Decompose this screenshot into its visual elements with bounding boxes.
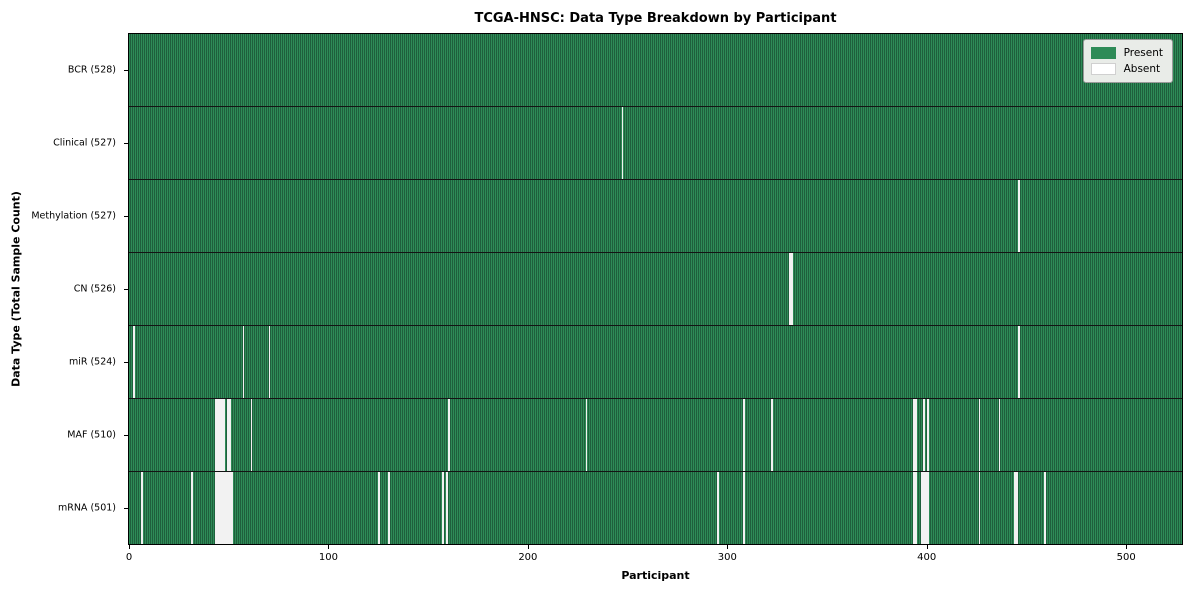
absent-stripe	[978, 399, 981, 471]
heatmap-row-clinical	[129, 107, 1182, 180]
absent-stripe	[140, 472, 143, 544]
y-tick-mark	[124, 289, 128, 290]
absent-stripe	[228, 472, 231, 544]
x-tick-label: 400	[917, 552, 937, 563]
absent-stripe	[922, 472, 925, 544]
legend-present-label: Present	[1123, 47, 1163, 59]
legend: Present Absent	[1082, 39, 1173, 83]
absent-stripe	[922, 399, 925, 471]
absent-stripe	[743, 472, 746, 544]
absent-stripe	[926, 472, 929, 544]
absent-stripe	[743, 399, 746, 471]
y-tick-mark	[124, 216, 128, 218]
x-tick-label: 300	[717, 552, 737, 563]
x-tick-mark	[328, 545, 330, 549]
x-tick-mark	[727, 545, 729, 549]
legend-item-present: Present	[1090, 45, 1163, 61]
absent-swatch-icon	[1090, 63, 1116, 75]
absent-stripe	[222, 472, 225, 544]
absent-stripe	[220, 399, 223, 471]
absent-stripe	[791, 253, 793, 325]
absent-stripe	[442, 472, 444, 544]
absent-stripe	[924, 472, 927, 544]
x-tick-mark	[1126, 545, 1128, 549]
heatmap-row-mir	[129, 326, 1182, 399]
absent-stripe	[998, 399, 1001, 471]
absent-stripe	[446, 472, 448, 544]
absent-stripe	[226, 399, 229, 471]
absent-stripe	[717, 472, 720, 544]
absent-stripe	[132, 326, 135, 398]
absent-stripe	[378, 472, 381, 544]
absent-stripe	[585, 399, 588, 471]
absent-stripe	[220, 472, 223, 544]
absent-stripe	[771, 399, 773, 471]
absent-stripe	[230, 472, 233, 544]
legend-item-absent: Absent	[1090, 61, 1163, 77]
absent-stripe	[250, 399, 253, 471]
absent-stripe	[978, 472, 981, 544]
y-axis-labels: BCR (528) Clinical (527) Methylation (527)…	[0, 33, 128, 545]
absent-stripe	[1018, 180, 1021, 252]
legend-absent-label: Absent	[1123, 63, 1161, 75]
absent-stripe	[926, 399, 929, 471]
absent-stripe	[226, 472, 229, 544]
heatmap-row-bcr	[129, 34, 1182, 107]
x-tick-mark	[926, 545, 928, 549]
absent-stripe	[912, 399, 915, 471]
absent-stripe	[1018, 326, 1021, 398]
heatmap-row-cn	[129, 253, 1182, 326]
absent-stripe	[216, 399, 219, 471]
x-tick-mark	[129, 545, 130, 549]
y-tick-label: BCR (528)	[67, 64, 116, 76]
absent-stripe	[224, 472, 227, 544]
chart-title: TCGA-HNSC: Data Type Breakdown by Partic…	[474, 11, 837, 26]
y-tick-label: mRNA (501)	[57, 502, 116, 514]
present-swatch-icon	[1090, 47, 1116, 59]
x-tick-label: 200	[518, 552, 538, 563]
y-tick-mark	[124, 507, 128, 509]
y-tick-mark	[124, 434, 128, 436]
y-tick-mark	[124, 143, 128, 145]
x-tick-label: 0	[125, 552, 133, 563]
absent-stripe	[621, 107, 624, 179]
absent-stripe	[242, 326, 245, 398]
heatmap-row-maf	[129, 399, 1182, 472]
x-tick-mark	[527, 545, 529, 549]
y-tick-label: Methylation (527)	[31, 210, 116, 222]
heatmap-row-methylation	[129, 180, 1182, 253]
absent-stripe	[448, 399, 450, 471]
x-tick-label: 500	[1116, 552, 1136, 563]
absent-stripe	[214, 472, 217, 544]
plot-area	[128, 33, 1183, 545]
x-axis-title: Participant	[621, 569, 690, 582]
absent-stripe	[914, 399, 917, 471]
absent-stripe	[789, 253, 791, 325]
absent-stripe	[912, 472, 915, 544]
x-tick-label: 100	[318, 552, 338, 563]
heatmap-row-mrna	[129, 472, 1182, 544]
absent-stripe	[228, 399, 231, 471]
absent-stripe	[222, 399, 225, 471]
y-tick-mark	[124, 70, 128, 72]
y-tick-label: CN (526)	[73, 283, 116, 295]
absent-stripe	[914, 472, 917, 544]
y-tick-label: MAF (510)	[67, 429, 116, 441]
absent-stripe	[920, 472, 923, 544]
absent-stripe	[218, 399, 221, 471]
absent-stripe	[216, 472, 219, 544]
y-tick-mark	[124, 361, 128, 363]
x-axis: 0 100 200 300 400 500	[125, 545, 1183, 575]
absent-stripe	[1016, 472, 1019, 544]
absent-stripe	[1044, 472, 1047, 544]
absent-stripe	[218, 472, 221, 544]
y-tick-label: miR (524)	[68, 356, 116, 368]
absent-stripe	[214, 399, 217, 471]
absent-stripe	[190, 472, 193, 544]
absent-stripe	[268, 326, 271, 398]
y-tick-label: Clinical (527)	[53, 137, 116, 149]
absent-stripe	[1014, 472, 1017, 544]
absent-stripe	[388, 472, 391, 544]
